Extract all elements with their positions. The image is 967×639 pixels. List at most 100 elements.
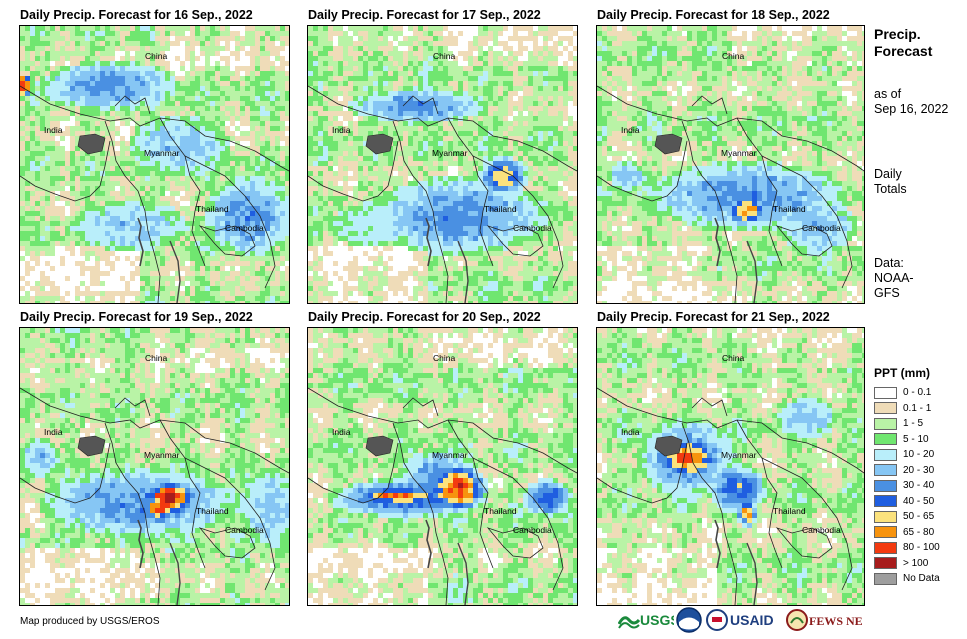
legend-label: 50 - 65	[903, 511, 935, 523]
map-label-india: India	[332, 427, 351, 437]
as-of-label: as of	[874, 87, 902, 101]
map-credit: Map produced by USGS/EROS	[20, 616, 160, 627]
data-source: Data: NOAA- GFS	[874, 256, 914, 301]
fews-net-logo: FEWS NET	[786, 607, 862, 633]
legend-item: 0 - 0.1	[874, 385, 940, 401]
usgs-logo: USGS	[618, 607, 674, 633]
panel-title: Daily Precip. Forecast for 18 Sep., 2022	[597, 8, 830, 22]
legend-item: 10 - 20	[874, 447, 940, 463]
legend-label: 65 - 80	[903, 526, 935, 538]
legend-swatch	[874, 386, 897, 399]
as-of-date: as of Sep 16, 2022	[874, 87, 948, 117]
map-label-india: India	[44, 125, 63, 135]
legend-item: 50 - 65	[874, 509, 940, 525]
map-label-china: China	[433, 353, 455, 363]
data-source-line: GFS	[874, 286, 900, 300]
legend-item: 5 - 10	[874, 432, 940, 448]
legend-item: 80 - 100	[874, 540, 940, 556]
map-label-thailand: Thailand	[773, 204, 806, 214]
legend-label: 80 - 100	[903, 542, 940, 554]
usaid-logo-text: USAID	[730, 612, 774, 628]
totals-line: Daily	[874, 167, 902, 181]
legend-swatch	[874, 448, 897, 461]
legend-swatch	[874, 433, 897, 446]
fews-net-logo-text: FEWS NET	[809, 614, 862, 628]
map-label-myanmar: Myanmar	[144, 148, 180, 158]
legend-item: 0.1 - 1	[874, 401, 940, 417]
legend-item: 65 - 80	[874, 525, 940, 541]
map-label-china: China	[722, 51, 744, 61]
legend-swatch	[874, 479, 897, 492]
legend-label: 0.1 - 1	[903, 402, 932, 414]
map-label-india: India	[332, 125, 351, 135]
legend-item: 1 - 5	[874, 416, 940, 432]
as-of-value: Sep 16, 2022	[874, 102, 949, 116]
map-label-cambodia: Cambodia	[513, 223, 552, 233]
map-label-thailand: Thailand	[196, 204, 229, 214]
map-label-thailand: Thailand	[773, 506, 806, 516]
legend-label: 5 - 10	[903, 433, 929, 445]
precip-map-18: China India Myanmar Thailand Cambodia	[596, 25, 865, 304]
panel-title: Daily Precip. Forecast for 20 Sep., 2022	[308, 310, 541, 324]
map-label-myanmar: Myanmar	[721, 148, 757, 158]
fews-net-emblem-icon: FEWS NET	[786, 609, 862, 631]
panel-title: Daily Precip. Forecast for 17 Sep., 2022	[308, 8, 541, 22]
data-source-line: NOAA-	[874, 271, 914, 285]
map-label-thailand: Thailand	[484, 506, 517, 516]
map-label-cambodia: Cambodia	[513, 525, 552, 535]
legend-swatch	[874, 526, 897, 539]
legend-label: 10 - 20	[903, 449, 935, 461]
legend-item: > 100	[874, 556, 940, 572]
precip-map-20: China India Myanmar Thailand Cambodia	[307, 327, 578, 606]
usaid-logo: USAID	[706, 607, 782, 633]
map-label-myanmar: Myanmar	[144, 450, 180, 460]
map-label-india: India	[44, 427, 63, 437]
map-label-india: India	[621, 427, 640, 437]
noaa-emblem-icon	[676, 607, 702, 633]
panel-title: Daily Precip. Forecast for 16 Sep., 2022	[20, 8, 253, 22]
legend-label: No Data	[903, 573, 940, 585]
sidebar-title: Precip. Forecast	[874, 26, 932, 60]
map-label-myanmar: Myanmar	[432, 148, 468, 158]
map-label-china: China	[145, 51, 167, 61]
map-label-cambodia: Cambodia	[802, 223, 841, 233]
totals-note: Daily Totals	[874, 167, 907, 197]
precip-map-17: China India Myanmar Thailand Cambodia	[307, 25, 578, 304]
usaid-emblem-icon: USAID	[706, 609, 774, 631]
noaa-logo	[676, 607, 702, 633]
panel-title: Daily Precip. Forecast for 21 Sep., 2022	[597, 310, 830, 324]
map-label-myanmar: Myanmar	[432, 450, 468, 460]
legend-swatch	[874, 464, 897, 477]
legend-item: No Data	[874, 571, 940, 587]
legend-label: 0 - 0.1	[903, 387, 932, 399]
legend-swatch	[874, 495, 897, 508]
precip-map-16: China India Myanmar Thailand Cambodia	[19, 25, 290, 304]
legend-label: 1 - 5	[903, 418, 924, 430]
usgs-logo-text: USGS	[640, 612, 674, 628]
legend-swatch	[874, 541, 897, 554]
legend-item: 20 - 30	[874, 463, 940, 479]
legend-title: PPT (mm)	[874, 366, 931, 380]
precip-map-19: China India Myanmar Thailand Cambodia	[19, 327, 290, 606]
legend-item: 30 - 40	[874, 478, 940, 494]
legend-swatch	[874, 510, 897, 523]
map-label-china: China	[722, 353, 744, 363]
legend-swatch	[874, 557, 897, 570]
map-label-cambodia: Cambodia	[225, 223, 264, 233]
panel-title: Daily Precip. Forecast for 19 Sep., 2022	[20, 310, 253, 324]
map-label-thailand: Thailand	[484, 204, 517, 214]
legend-label: > 100	[903, 557, 929, 569]
map-label-china: China	[145, 353, 167, 363]
map-label-china: China	[433, 51, 455, 61]
legend-swatch	[874, 572, 897, 585]
precip-map-21: China India Myanmar Thailand Cambodia	[596, 327, 865, 606]
legend-swatch	[874, 417, 897, 430]
legend-swatch	[874, 402, 897, 415]
map-label-cambodia: Cambodia	[225, 525, 264, 535]
totals-line: Totals	[874, 182, 907, 196]
map-label-thailand: Thailand	[196, 506, 229, 516]
data-source-line: Data:	[874, 256, 904, 270]
map-label-india: India	[621, 125, 640, 135]
sidebar-title-line: Precip.	[874, 26, 921, 42]
legend-label: 20 - 30	[903, 464, 935, 476]
